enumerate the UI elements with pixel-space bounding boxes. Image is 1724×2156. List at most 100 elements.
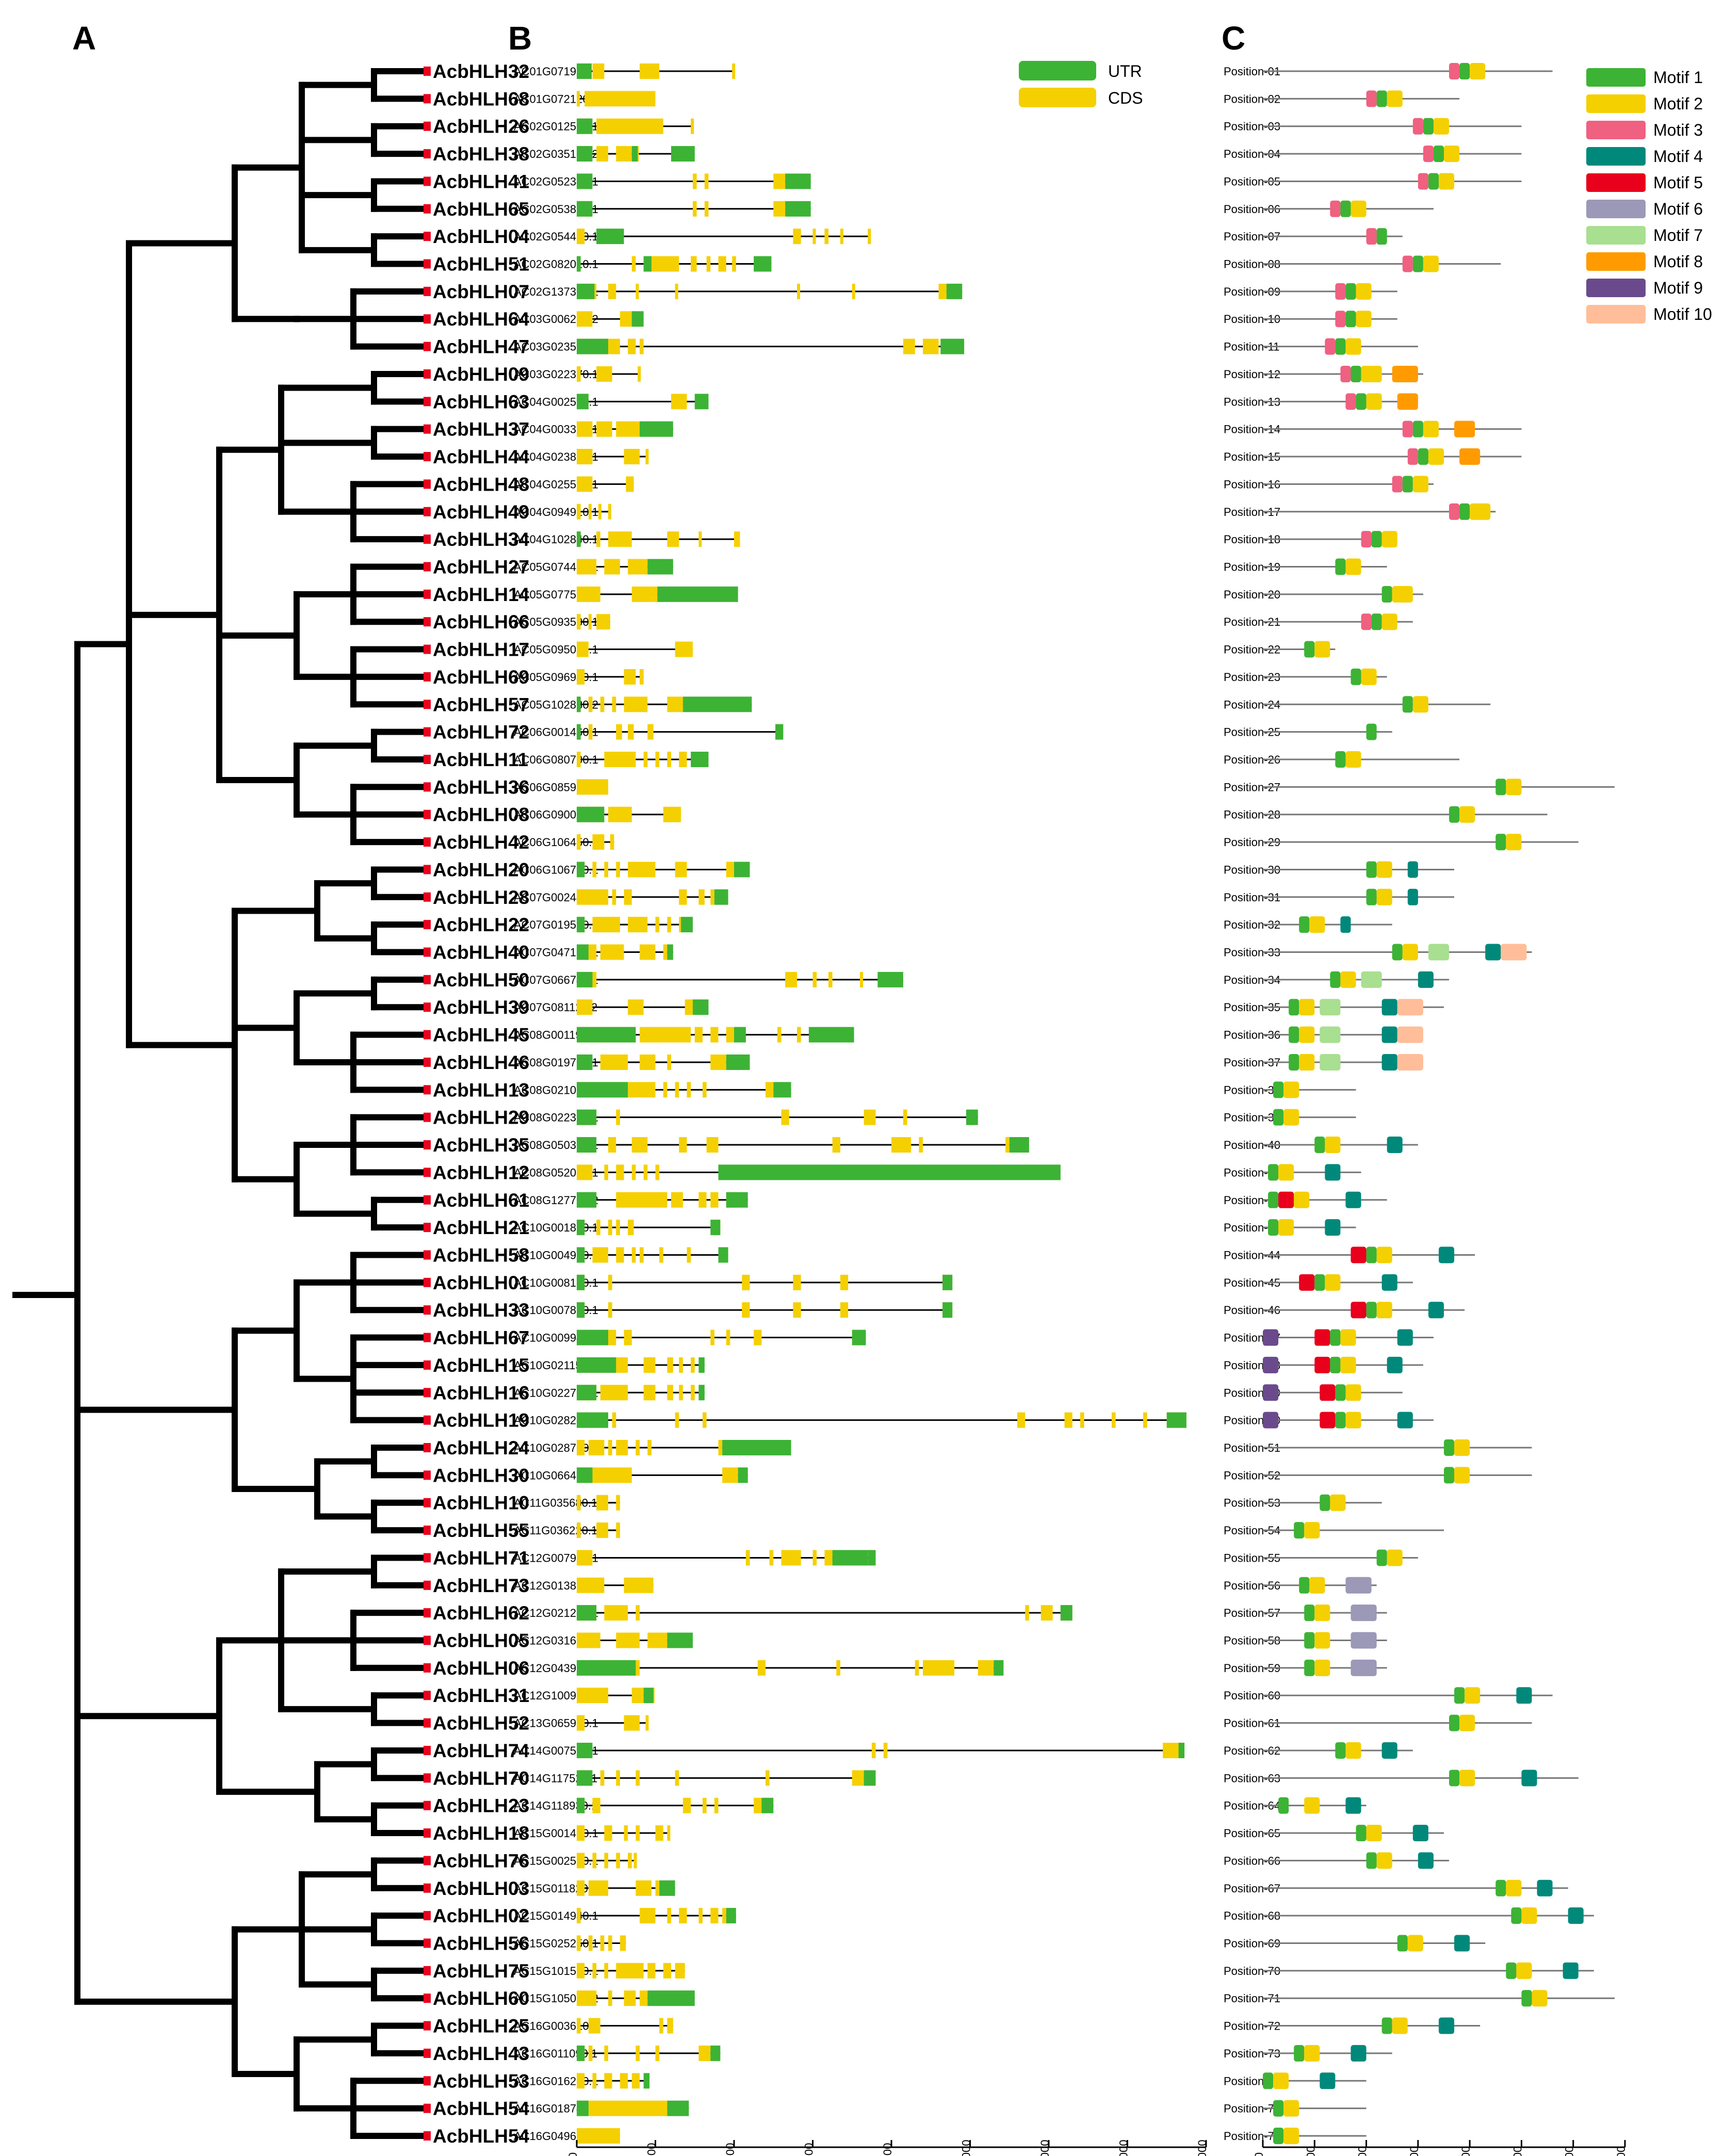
cds-block [577, 229, 585, 245]
gene-name: AcbHLH14 [433, 584, 530, 605]
cds-block [655, 917, 660, 933]
cds-block [706, 256, 711, 272]
cds-block [596, 531, 600, 547]
cds-block [588, 2045, 593, 2061]
cds-block [655, 2045, 660, 2061]
leaf-marker [424, 589, 431, 599]
motif-4-box [1438, 2017, 1455, 2034]
utr-block [1166, 1412, 1186, 1428]
leaf-marker [424, 1030, 431, 1040]
motif-1-box [1268, 1164, 1279, 1181]
motif-2-box [1283, 2100, 1299, 2117]
cds-block [616, 724, 622, 740]
leaf-marker [424, 1745, 431, 1755]
gene-name: AcbHLH76 [433, 1850, 529, 1871]
motif-2-box [1516, 1962, 1532, 1979]
gene-name: AcbHLH58 [433, 1244, 529, 1266]
motif-2-box [1470, 503, 1491, 520]
motif-1-box [1330, 1356, 1341, 1373]
leaf-marker [424, 176, 431, 186]
motif-3-box [1402, 255, 1413, 272]
utr-block [718, 1247, 728, 1263]
motif-1-box [1335, 751, 1346, 768]
motif-2-box [1304, 2045, 1320, 2062]
phylogenetic-tree-branches [12, 68, 424, 2139]
axis-tick-label: 200 [1356, 2146, 1369, 2156]
motif-2-box [1299, 1053, 1315, 1071]
motif-2-box [1433, 118, 1450, 135]
motif-1-box [1335, 1742, 1346, 1759]
utr-block [864, 1770, 876, 1786]
leaf-marker [424, 1002, 431, 1012]
motif-4-box [1407, 861, 1418, 878]
motif-2-box [1521, 1907, 1537, 1924]
motif-8-box [1459, 448, 1481, 465]
gene-name: AcbHLH03 [433, 1878, 529, 1899]
cds-block [675, 862, 687, 878]
motif-4-box [1381, 1053, 1397, 1071]
leaf-marker [424, 1305, 431, 1315]
gene-name: AcbHLH47 [433, 336, 529, 358]
cds-block [588, 2018, 600, 2034]
gene-name: AcbHLH04 [433, 226, 530, 247]
gene-name: AcbHLH69 [433, 667, 529, 688]
legend-swatch [1586, 226, 1646, 245]
panel-c-letter: C [1222, 20, 1245, 57]
cds-block [631, 2073, 640, 2089]
utr-block [596, 229, 624, 245]
legend-label: Motif 10 [1653, 305, 1712, 323]
cds-block [718, 1440, 723, 1455]
leaf-marker [424, 1112, 431, 1122]
motif-1-box [1340, 200, 1351, 217]
cds-block [667, 1385, 673, 1401]
utr-block [577, 1742, 593, 1758]
cds-block [616, 1220, 620, 1236]
leaf-marker [424, 2021, 431, 2031]
motif-2-box [1376, 1302, 1392, 1319]
cds-block [828, 971, 833, 987]
cds-block [596, 1220, 600, 1236]
cds-block [687, 1082, 691, 1098]
motif-10-box [1397, 1026, 1423, 1043]
leaf-marker [424, 1580, 431, 1590]
cds-block [703, 1412, 707, 1428]
cds-block [667, 917, 671, 933]
motif-1-box [1289, 1053, 1299, 1071]
cds-block [675, 1770, 679, 1786]
motif-1-box [1304, 1604, 1315, 1622]
leaf-marker [424, 1140, 431, 1150]
cds-block [860, 971, 863, 987]
motif-4-box [1521, 1770, 1537, 1787]
cds-block [1143, 1412, 1147, 1428]
cds-block [675, 283, 678, 299]
gene-structure-axis: 0 2000 4000 6000 8000 10000 12000 14000 16000 [566, 2139, 1209, 2156]
leaf-marker [424, 1333, 431, 1342]
cds-block [643, 1385, 656, 1401]
cds-block [675, 1412, 679, 1428]
cds-block [903, 1109, 907, 1125]
cds-block [592, 1467, 632, 1483]
axis-tick-label: 14000 [1117, 2139, 1130, 2156]
cds-block [636, 283, 639, 299]
cds-block [868, 229, 871, 245]
utr-block [631, 311, 644, 327]
leaf-marker [424, 1828, 431, 1838]
utr-block [710, 1220, 721, 1236]
cds-block [667, 1825, 671, 1841]
cds-block [628, 1853, 632, 1869]
cds-block [604, 1963, 608, 1979]
leaf-marker [424, 837, 431, 847]
motif-2-box [1345, 1384, 1361, 1401]
legend-label: Motif 8 [1653, 252, 1703, 271]
gene-name: AcbHLH07 [433, 281, 529, 302]
leaf-marker [424, 1057, 431, 1067]
utr-block [577, 1109, 597, 1125]
axis-tick-label: 8000 [881, 2143, 894, 2156]
motif-4-box [1381, 1274, 1397, 1291]
cds-block [643, 752, 648, 767]
motif-3-box [1330, 200, 1341, 217]
motif-2-box [1506, 834, 1522, 851]
gene-name: AcbHLH44 [433, 446, 530, 467]
cds-block [812, 971, 817, 987]
motif-9-box [1263, 1384, 1279, 1401]
